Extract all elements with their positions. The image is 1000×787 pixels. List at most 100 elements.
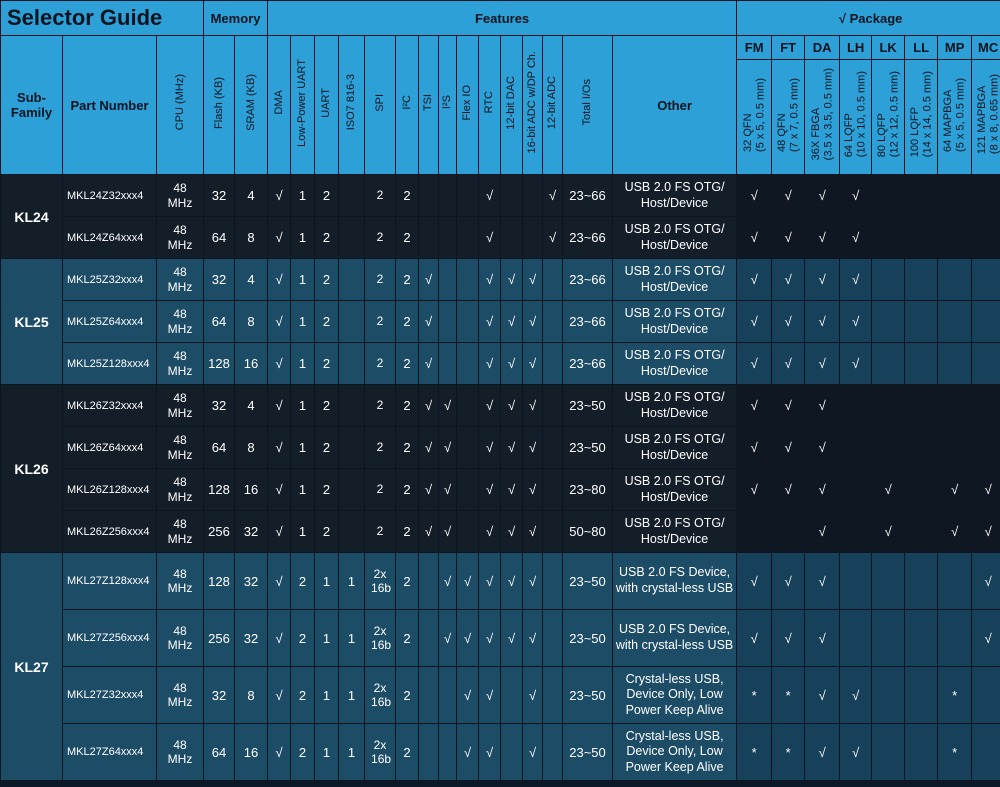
cell-lpuart: 1 xyxy=(290,174,316,217)
package-lk-cell: √ xyxy=(871,468,906,511)
package-da-cell: √ xyxy=(804,384,841,427)
cell-ios: 23~50 xyxy=(562,666,614,724)
cell-ios: 23~50 xyxy=(562,384,614,427)
col-dac: 12-bit DAC xyxy=(500,35,524,175)
col-uart: UART xyxy=(314,35,340,175)
cell-i2s: √ xyxy=(438,609,458,667)
package-lh-cell: √ xyxy=(839,723,873,781)
package-ll-cell xyxy=(904,258,939,301)
cell-adc12 xyxy=(542,723,564,781)
cell-i2s: √ xyxy=(438,384,458,427)
cell-sram: 8 xyxy=(233,216,269,259)
package-ll-cell xyxy=(904,426,939,469)
cell-dac: √ xyxy=(500,342,524,385)
cell-flash: 64 xyxy=(203,426,235,469)
package-fm-cell: * xyxy=(736,723,773,781)
cell-i2s: √ xyxy=(438,426,458,469)
package-mc-cell xyxy=(971,174,1000,217)
part-number: MKL26Z32xxx4 xyxy=(62,384,157,427)
col-adc12: 12-bit ADC xyxy=(542,35,564,175)
cell-lpuart: 2 xyxy=(290,723,316,781)
package-ll-cell xyxy=(904,174,939,217)
cell-flash: 32 xyxy=(203,258,235,301)
cell-other: USB 2.0 FS OTG/ Host/Device xyxy=(612,258,738,301)
cell-rtc: √ xyxy=(478,510,502,553)
cell-cpu: 48 MHz xyxy=(156,510,204,553)
package-mp-cell xyxy=(937,384,973,427)
package-mc-cell xyxy=(971,342,1000,385)
cell-spi: 2x 16b xyxy=(364,552,397,610)
pkg-desc-ft: 48 QFN (7 x 7, 0.5 mm) xyxy=(771,59,806,175)
package-mc-cell: √ xyxy=(971,510,1000,553)
cell-rtc: √ xyxy=(478,258,502,301)
col-flexio: Flex IO xyxy=(456,35,480,175)
pkg-desc-mp: 64 MAPBGA (5 x 5, 0.5 mm) xyxy=(937,59,973,175)
package-da-cell: √ xyxy=(804,723,841,781)
cell-i2s xyxy=(438,216,458,259)
package-mp-cell: √ xyxy=(937,510,973,553)
package-ft-cell: √ xyxy=(771,426,806,469)
package-lk-cell xyxy=(871,216,906,259)
col-total-ios: Total I/Os xyxy=(562,35,614,175)
part-number: MKL27Z32xxx4 xyxy=(62,666,157,724)
part-number: MKL25Z32xxx4 xyxy=(62,258,157,301)
cell-i2s: √ xyxy=(438,552,458,610)
package-lk-cell: √ xyxy=(871,510,906,553)
package-fm-cell: √ xyxy=(736,426,773,469)
part-number: MKL25Z64xxx4 xyxy=(62,300,157,343)
part-number: MKL26Z256xxx4 xyxy=(62,510,157,553)
cell-adc12 xyxy=(542,666,564,724)
package-da-cell: √ xyxy=(804,300,841,343)
cell-spi: 2 xyxy=(364,426,397,469)
package-ll-cell xyxy=(904,384,939,427)
cell-ios: 23~50 xyxy=(562,609,614,667)
package-mc-cell xyxy=(971,300,1000,343)
cell-flash: 256 xyxy=(203,609,235,667)
cell-adc12 xyxy=(542,258,564,301)
cell-other: Crystal-less USB, Device Only, Low Power… xyxy=(612,666,738,724)
package-lk-cell xyxy=(871,342,906,385)
cell-ios: 23~80 xyxy=(562,468,614,511)
table-row: MKL26Z256xxx4 48 MHz 256 32 √ 1 2 2 2 √ √ √ √ √ 50~80 U… xyxy=(1,510,1000,553)
package-lh-cell xyxy=(839,468,873,511)
cell-sram: 16 xyxy=(233,468,269,511)
package-ft-cell: √ xyxy=(771,216,806,259)
cell-rtc: √ xyxy=(478,426,502,469)
cell-lpuart: 1 xyxy=(290,216,316,259)
package-lk-cell xyxy=(871,552,906,610)
cell-adc16: √ xyxy=(522,342,544,385)
cell-tsi xyxy=(418,216,440,259)
package-ft-cell: √ xyxy=(771,174,806,217)
cell-adc12 xyxy=(542,426,564,469)
package-ll-cell xyxy=(904,666,939,724)
cell-cpu: 48 MHz xyxy=(156,468,204,511)
cell-i2c: 2 xyxy=(395,552,420,610)
cell-rtc: √ xyxy=(478,216,502,259)
cell-tsi: √ xyxy=(418,384,440,427)
cell-iso xyxy=(338,426,366,469)
cell-flexio xyxy=(456,510,480,553)
cell-cpu: 48 MHz xyxy=(156,552,204,610)
cell-other: USB 2.0 FS Device, with crystal-less USB xyxy=(612,609,738,667)
cell-tsi xyxy=(418,174,440,217)
table-row: MKL27Z32xxx4 48 MHz 32 8 √ 2 1 1 2x 16b 2 √ √ √ 23~50… xyxy=(1,666,1000,724)
cell-iso xyxy=(338,216,366,259)
cell-lpuart: 2 xyxy=(290,666,316,724)
cell-adc12 xyxy=(542,510,564,553)
cell-ios: 23~66 xyxy=(562,300,614,343)
package-ll-cell xyxy=(904,552,939,610)
cell-tsi xyxy=(418,723,440,781)
package-mp-cell xyxy=(937,174,973,217)
cell-dac xyxy=(500,216,524,259)
cell-lpuart: 1 xyxy=(290,468,316,511)
package-mp-cell: √ xyxy=(937,468,973,511)
cell-uart: 1 xyxy=(314,609,340,667)
features-group-header: Features xyxy=(267,0,738,36)
pkg-code-ft: FT xyxy=(771,35,806,60)
cell-adc12 xyxy=(542,468,564,511)
pkg-code-mc: MC xyxy=(971,35,1000,60)
page-title: Selector Guide xyxy=(0,0,204,36)
cell-flash: 64 xyxy=(203,216,235,259)
cell-i2c: 2 xyxy=(395,510,420,553)
